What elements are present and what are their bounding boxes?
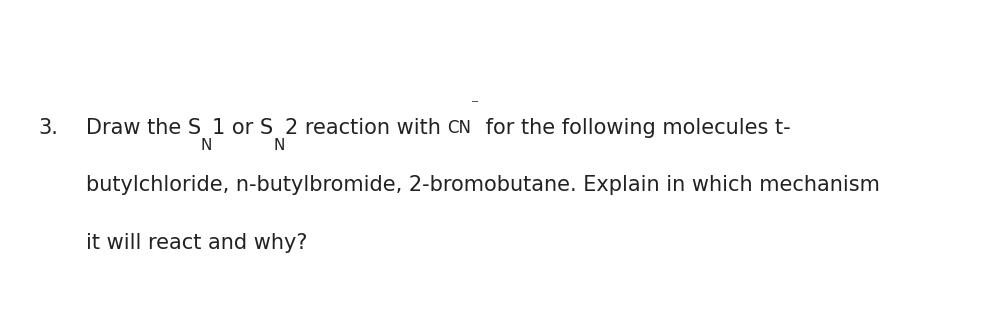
Text: ⁻: ⁻ — [471, 97, 479, 112]
Text: butylchloride, n-butylbromide, 2-bromobutane. Explain in which mechanism: butylchloride, n-butylbromide, 2-bromobu… — [86, 175, 879, 196]
Text: 2 reaction with: 2 reaction with — [285, 118, 447, 139]
Text: N: N — [274, 138, 285, 153]
Text: Draw the S: Draw the S — [86, 118, 200, 139]
Text: CN: CN — [447, 120, 471, 137]
Text: for the following molecules t-: for the following molecules t- — [479, 118, 791, 139]
Text: it will react and why?: it will react and why? — [86, 232, 307, 253]
Text: N: N — [200, 138, 212, 153]
Text: 1 or S: 1 or S — [212, 118, 274, 139]
Text: 3.: 3. — [38, 118, 58, 139]
